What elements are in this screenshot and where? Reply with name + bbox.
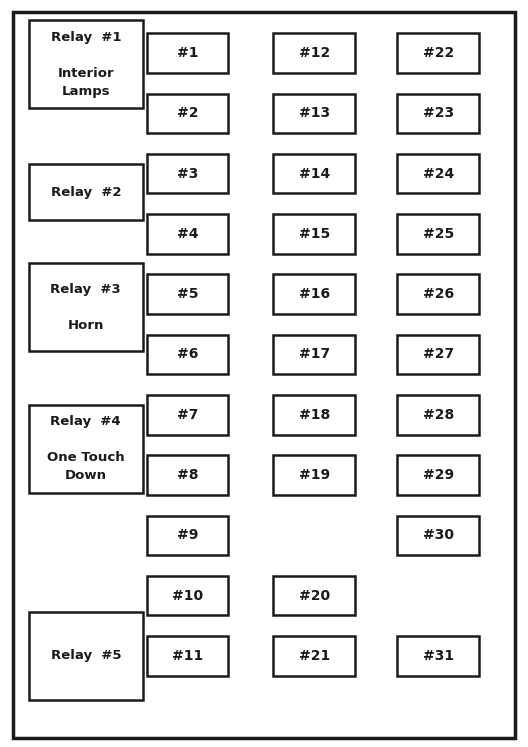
Bar bbox=[146, 515, 229, 555]
Bar bbox=[274, 455, 355, 495]
Bar bbox=[398, 274, 479, 314]
Bar bbox=[146, 576, 229, 616]
Text: #16: #16 bbox=[299, 287, 329, 301]
Text: #19: #19 bbox=[299, 468, 329, 482]
Bar bbox=[146, 214, 229, 254]
Bar bbox=[274, 576, 355, 616]
Text: #14: #14 bbox=[298, 167, 330, 181]
Bar bbox=[398, 33, 479, 73]
Text: #3: #3 bbox=[177, 167, 198, 181]
Bar bbox=[274, 214, 355, 254]
Text: #8: #8 bbox=[177, 468, 198, 482]
Text: #24: #24 bbox=[422, 167, 454, 181]
Text: #25: #25 bbox=[422, 227, 454, 241]
Text: #20: #20 bbox=[299, 589, 329, 603]
Bar bbox=[274, 154, 355, 193]
Text: #10: #10 bbox=[172, 589, 203, 603]
Bar bbox=[146, 154, 229, 193]
Text: #21: #21 bbox=[298, 649, 330, 663]
Bar bbox=[398, 515, 479, 555]
Bar bbox=[146, 395, 229, 435]
Text: #17: #17 bbox=[299, 347, 329, 362]
Text: #6: #6 bbox=[177, 347, 198, 362]
Text: #4: #4 bbox=[177, 227, 198, 241]
Text: #18: #18 bbox=[298, 408, 330, 422]
Bar bbox=[146, 455, 229, 495]
Bar bbox=[274, 636, 355, 675]
Bar bbox=[398, 93, 479, 133]
Bar bbox=[274, 274, 355, 314]
Bar bbox=[29, 20, 143, 108]
Text: #2: #2 bbox=[177, 106, 198, 120]
Text: #26: #26 bbox=[423, 287, 454, 301]
Text: #5: #5 bbox=[177, 287, 198, 301]
Text: Relay  #3

Horn: Relay #3 Horn bbox=[51, 282, 121, 332]
Bar bbox=[398, 214, 479, 254]
Text: #15: #15 bbox=[298, 227, 330, 241]
Bar bbox=[398, 154, 479, 193]
Bar bbox=[146, 33, 229, 73]
Text: #1: #1 bbox=[177, 46, 198, 60]
Text: #9: #9 bbox=[177, 528, 198, 542]
Bar bbox=[146, 636, 229, 675]
Text: #28: #28 bbox=[422, 408, 454, 422]
Text: #11: #11 bbox=[172, 649, 203, 663]
Bar bbox=[398, 335, 479, 374]
Text: #29: #29 bbox=[423, 468, 454, 482]
Bar bbox=[274, 33, 355, 73]
Bar bbox=[398, 636, 479, 675]
Bar bbox=[29, 164, 143, 220]
Bar bbox=[29, 263, 143, 351]
Text: #30: #30 bbox=[423, 528, 454, 542]
Text: #12: #12 bbox=[298, 46, 330, 60]
Text: #23: #23 bbox=[423, 106, 454, 120]
Text: Relay  #5: Relay #5 bbox=[51, 649, 121, 663]
Text: Relay  #2: Relay #2 bbox=[51, 186, 121, 199]
Text: Relay  #1

Interior
Lamps: Relay #1 Interior Lamps bbox=[51, 31, 121, 98]
Text: #22: #22 bbox=[422, 46, 454, 60]
Bar bbox=[398, 395, 479, 435]
Text: Relay  #4

One Touch
Down: Relay #4 One Touch Down bbox=[47, 415, 125, 483]
Text: #31: #31 bbox=[423, 649, 454, 663]
Text: #27: #27 bbox=[423, 347, 454, 362]
Bar bbox=[146, 274, 229, 314]
Bar bbox=[398, 455, 479, 495]
Bar bbox=[29, 405, 143, 493]
Bar bbox=[274, 93, 355, 133]
Text: #7: #7 bbox=[177, 408, 198, 422]
Bar bbox=[146, 335, 229, 374]
Bar bbox=[274, 335, 355, 374]
Bar bbox=[29, 612, 143, 700]
Text: #13: #13 bbox=[299, 106, 329, 120]
Bar bbox=[274, 395, 355, 435]
Bar bbox=[146, 93, 229, 133]
